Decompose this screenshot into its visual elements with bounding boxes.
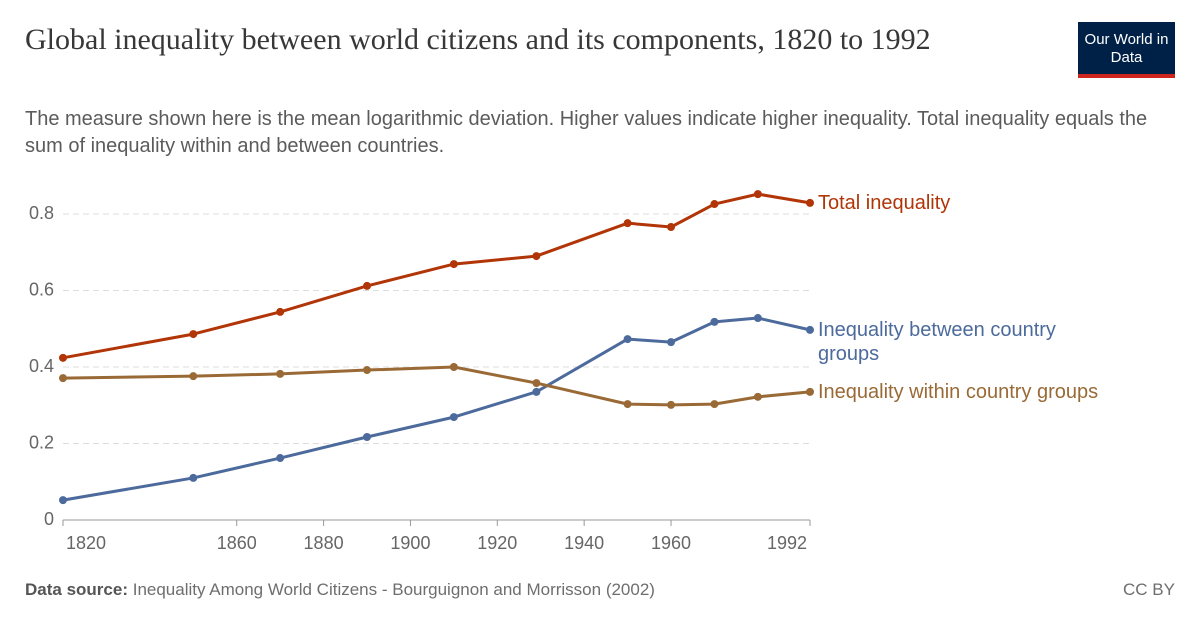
point [363, 281, 372, 290]
x-tick-label: 1860 [217, 533, 257, 553]
point [806, 325, 814, 334]
point [623, 400, 632, 409]
source-label: Data source: [25, 580, 128, 599]
point [276, 307, 285, 316]
point [189, 330, 198, 339]
point [710, 200, 719, 209]
point [532, 252, 541, 261]
y-tick-label: 0.6 [29, 279, 54, 299]
logo[interactable]: Our World in Data [1078, 22, 1175, 78]
point [449, 260, 458, 269]
point [449, 363, 458, 371]
x-tick-label: 1900 [390, 533, 430, 553]
x-tick-label: 1820 [66, 533, 106, 553]
line [62, 365, 811, 407]
x-tick-label: 1960 [651, 533, 691, 553]
series-label: Inequality within country groups [818, 380, 1099, 403]
point [189, 372, 198, 381]
x-tick-label: 1992 [767, 533, 807, 553]
point [623, 335, 632, 344]
x-tick-label: 1940 [564, 533, 604, 553]
point [59, 496, 67, 505]
point [59, 353, 67, 362]
point [667, 338, 676, 347]
x-tick-label: 1920 [477, 533, 517, 553]
point [189, 473, 198, 482]
point [753, 190, 762, 199]
x-tick-label: 1880 [304, 533, 344, 553]
point [59, 374, 67, 383]
point [449, 413, 458, 422]
point [667, 400, 676, 409]
point [363, 366, 372, 375]
point [276, 454, 285, 463]
y-tick-label: 0.8 [29, 203, 54, 223]
source: Inequality Among World Citizens - Bourgu… [132, 580, 655, 599]
chart-title: Global inequality between world citizens… [25, 23, 931, 56]
point [710, 317, 719, 326]
line [62, 316, 811, 502]
y-tick-label: 0.4 [29, 356, 54, 376]
y-tick-label: 0.2 [29, 432, 54, 452]
point [753, 314, 762, 323]
point [623, 219, 632, 228]
point [710, 400, 719, 409]
point [532, 387, 541, 396]
license[interactable]: CC BY [1123, 580, 1175, 599]
point [806, 198, 814, 207]
line [62, 192, 811, 360]
point [276, 369, 285, 378]
series-label: Inequality between country groups [818, 318, 1056, 365]
series-label: Total inequality [818, 191, 951, 214]
point [806, 387, 814, 396]
point [532, 379, 541, 388]
y-tick-label: 0 [44, 509, 54, 529]
point [363, 432, 372, 441]
point [753, 392, 762, 401]
chart-subtitle: The measure shown here is the mean logar… [25, 108, 1148, 157]
footer: Data source: Inequality Among World Citi… [25, 580, 655, 600]
point [667, 223, 676, 232]
